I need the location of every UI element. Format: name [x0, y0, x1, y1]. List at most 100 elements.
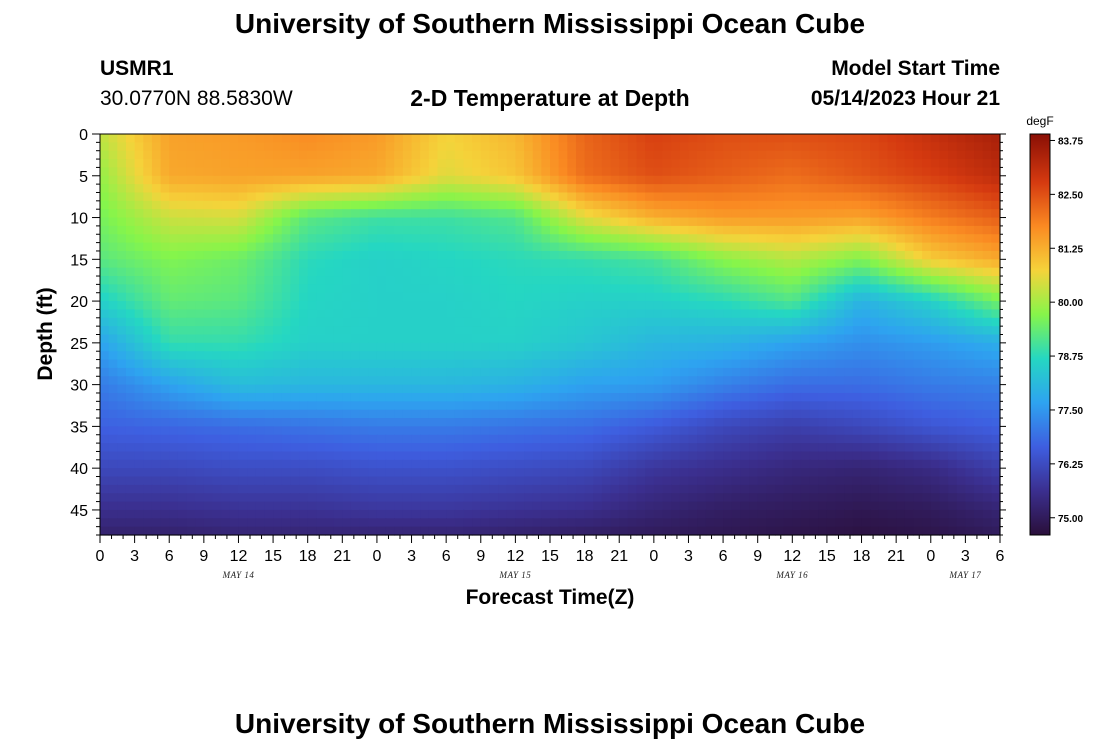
heatmap-cell	[870, 401, 880, 411]
heatmap-cell	[134, 167, 144, 177]
heatmap-cell	[134, 259, 144, 269]
heatmap-cell	[264, 175, 274, 185]
heatmap-cell	[446, 418, 456, 427]
heatmap-cell	[307, 167, 317, 177]
heatmap-cell	[160, 175, 170, 185]
heatmap-cell	[420, 159, 430, 169]
heatmap-cell	[368, 142, 378, 152]
heatmap-cell	[852, 242, 863, 252]
heatmap-cell	[627, 134, 638, 143]
heatmap-cell	[532, 192, 542, 202]
heatmap-cell	[385, 200, 395, 210]
heatmap-cell	[100, 451, 110, 461]
heatmap-cell	[385, 134, 395, 143]
heatmap-cell	[688, 217, 698, 227]
heatmap-cell	[653, 317, 664, 327]
heatmap-cell	[506, 284, 516, 294]
heatmap-cell	[203, 518, 214, 528]
heatmap-cell	[948, 484, 958, 494]
heatmap-cell	[472, 175, 482, 185]
heatmap-cell	[368, 242, 378, 252]
heatmap-cell	[913, 317, 923, 327]
heatmap-cell	[108, 426, 118, 436]
heatmap-cell	[402, 159, 413, 169]
heatmap-cell	[645, 484, 655, 494]
heatmap-cell	[498, 376, 508, 386]
heatmap-cell	[645, 468, 655, 478]
heatmap-cell	[757, 192, 767, 202]
heatmap-cell	[186, 175, 196, 185]
heatmap-cell	[299, 434, 309, 444]
heatmap-cell	[212, 175, 222, 185]
heatmap-cell	[619, 509, 629, 519]
heatmap-cell	[861, 175, 871, 185]
heatmap-cell	[394, 376, 404, 386]
heatmap-cell	[385, 351, 395, 361]
heatmap-cell	[532, 392, 542, 402]
heatmap-cell	[125, 518, 136, 528]
heatmap-cell	[247, 192, 257, 202]
heatmap-cell	[887, 250, 897, 260]
heatmap-cell	[809, 217, 819, 227]
heatmap-cell	[965, 175, 975, 185]
heatmap-cell	[281, 501, 291, 511]
heatmap-cell	[974, 409, 984, 419]
heatmap-cell	[714, 159, 724, 169]
heatmap-cell	[783, 326, 793, 336]
heatmap-cell	[930, 493, 941, 503]
heatmap-cell	[991, 426, 1001, 436]
heatmap-cell	[861, 376, 871, 386]
heatmap-cell	[108, 292, 118, 302]
heatmap-cell	[558, 459, 568, 469]
heatmap-cell	[212, 392, 222, 402]
heatmap-cell	[463, 351, 473, 361]
heatmap-cell	[852, 217, 863, 227]
heatmap-cell	[394, 209, 404, 219]
heatmap-cell	[783, 309, 793, 319]
heatmap-cell	[385, 493, 395, 503]
heatmap-cell	[835, 150, 845, 160]
heatmap-cell	[619, 292, 629, 302]
heatmap-cell	[593, 484, 603, 494]
heatmap-cell	[212, 384, 222, 394]
heatmap-cell	[982, 301, 992, 311]
heatmap-cell	[151, 184, 162, 194]
heatmap-cell	[567, 384, 577, 394]
heatmap-cell	[826, 342, 837, 352]
heatmap-cell	[524, 276, 534, 285]
heatmap-cell	[376, 468, 387, 478]
heatmap-cell	[247, 292, 257, 302]
heatmap-cell	[541, 351, 551, 361]
heatmap-cell	[437, 484, 447, 494]
heatmap-cell	[281, 192, 291, 202]
heatmap-cell	[307, 184, 317, 194]
heatmap-cell	[878, 326, 889, 336]
heatmap-cell	[766, 284, 776, 294]
heatmap-cell	[619, 384, 629, 394]
heatmap-cell	[965, 167, 975, 177]
heatmap-cell	[255, 526, 266, 536]
heatmap-cell	[125, 159, 136, 169]
heatmap-cell	[134, 501, 144, 511]
heatmap-cell	[238, 509, 248, 519]
heatmap-cell	[463, 142, 473, 152]
heatmap-cell	[281, 250, 291, 260]
heatmap-cell	[515, 484, 525, 494]
heatmap-cell	[766, 426, 776, 436]
heatmap-cell	[316, 150, 326, 160]
heatmap-cell	[100, 225, 110, 235]
heatmap-cell	[480, 334, 491, 344]
heatmap-cell	[922, 276, 932, 285]
heatmap-cell	[766, 225, 776, 235]
heatmap-cell	[385, 451, 395, 461]
heatmap-cell	[480, 459, 491, 469]
heatmap-cell	[887, 242, 897, 252]
heatmap-cell	[723, 184, 733, 194]
heatmap-cell	[472, 326, 482, 336]
heatmap-cell	[991, 159, 1001, 169]
heatmap-cell	[454, 367, 465, 377]
heatmap-cell	[991, 150, 1001, 160]
heatmap-cell	[203, 509, 214, 519]
heatmap-cell	[991, 418, 1001, 427]
heatmap-cell	[454, 175, 465, 185]
